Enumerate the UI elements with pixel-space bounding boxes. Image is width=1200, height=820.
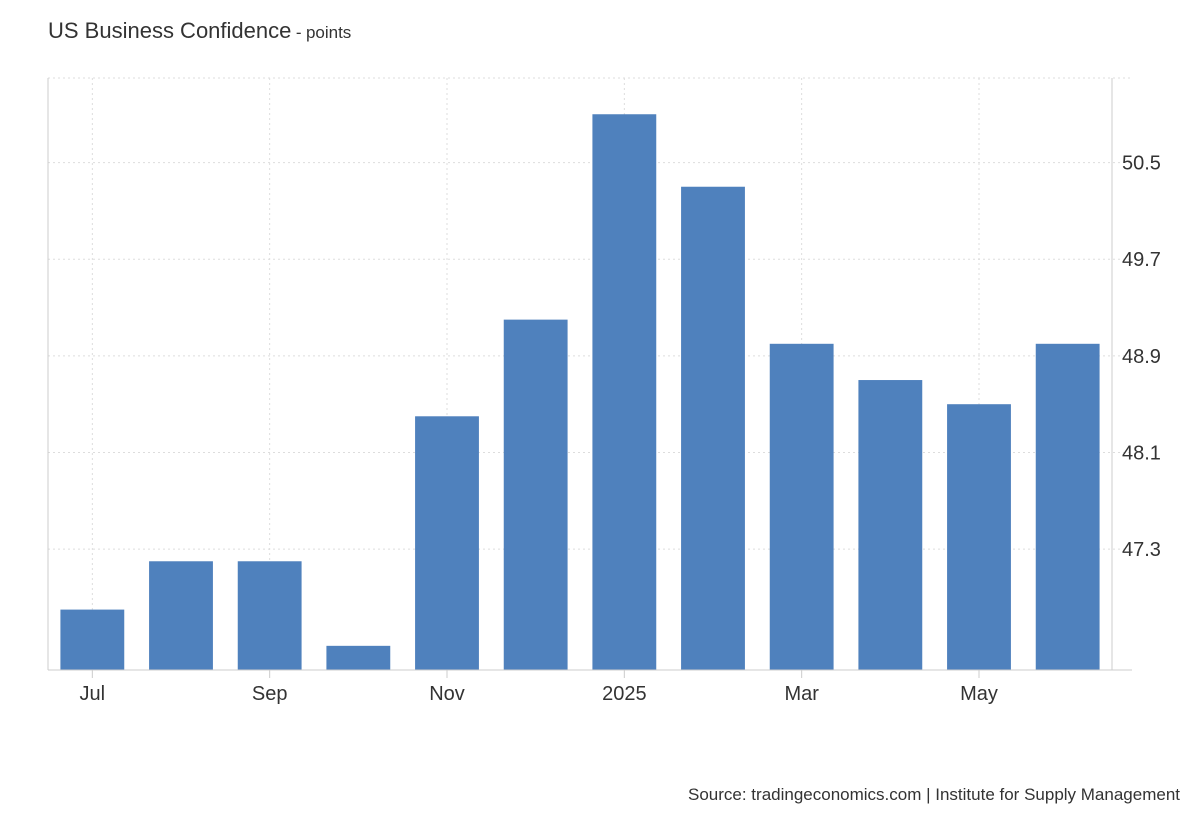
bar-apr: [858, 380, 923, 670]
bar-2025: [592, 114, 657, 671]
bar-feb: [681, 186, 745, 671]
y-tick-label: 49.7: [1122, 249, 1161, 271]
x-tick-label: Nov: [429, 683, 465, 705]
bar-may: [947, 404, 1011, 670]
bar-jun: [1035, 343, 1100, 670]
source-attribution: Source: tradingeconomics.com | Institute…: [688, 785, 1180, 804]
x-tick-label: Sep: [252, 683, 288, 705]
x-tick-label: Mar: [784, 683, 819, 705]
bar-oct: [326, 645, 391, 670]
y-tick-label: 50.5: [1122, 153, 1161, 175]
bar-nov: [415, 416, 479, 670]
x-tick-label: May: [960, 683, 998, 705]
x-tick-label: 2025: [602, 683, 647, 705]
bar-chart: 47.3 48.1 48.9 49.7 50.5 Jul Sep Nov 2025 Mar May: [47, 77, 1161, 705]
chart-unit: points: [305, 23, 352, 42]
x-tick-label: Jul: [80, 683, 106, 705]
y-tick-label: 48.1: [1122, 443, 1161, 465]
chart-title-row: US Business Confidence - points: [48, 18, 351, 44]
y-tick-label: 48.9: [1122, 346, 1161, 368]
bar-sep: [237, 561, 302, 670]
bar-mar: [769, 343, 834, 670]
bar-jul: [60, 609, 125, 670]
bar-dec: [503, 319, 568, 670]
bar-aug: [149, 561, 213, 670]
title-separator: -: [295, 23, 302, 42]
chart-title: US Business Confidence: [48, 18, 292, 43]
y-tick-label: 47.3: [1122, 539, 1161, 561]
